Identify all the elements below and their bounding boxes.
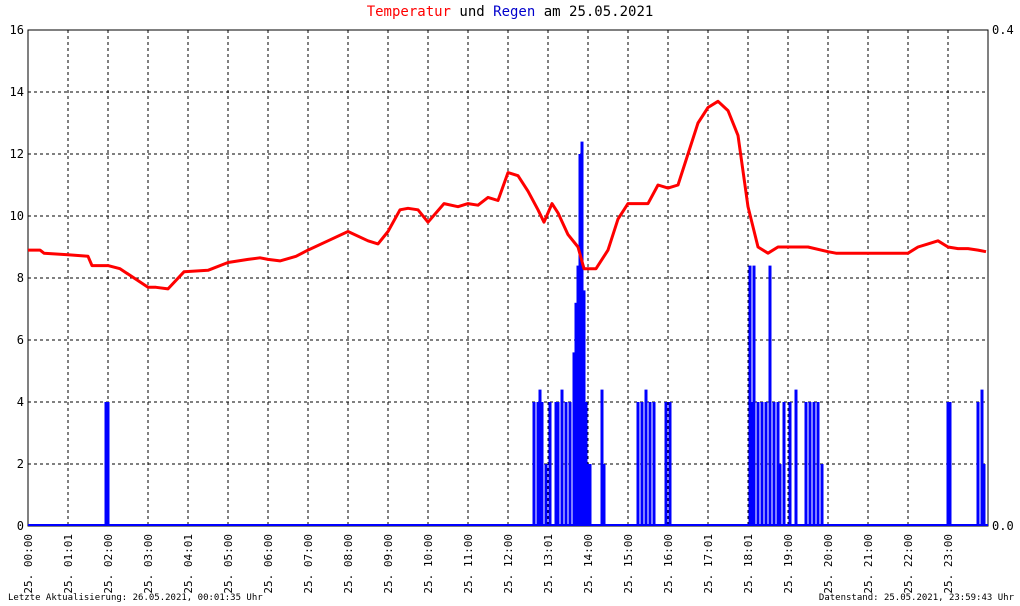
rain-bar: [776, 402, 780, 526]
rain-bar: [540, 402, 544, 526]
rain-bar: [538, 389, 542, 526]
rain-bar: [644, 389, 648, 526]
rain-bar: [750, 402, 754, 526]
rain-bar: [640, 402, 644, 526]
rain-bar: [564, 402, 568, 526]
x-tick-label: 25. 19:00: [782, 534, 795, 594]
rain-bar: [794, 389, 798, 526]
y-tick-label-right: 0.4: [992, 23, 1014, 37]
rain-bar: [772, 402, 776, 526]
rain-bar: [556, 402, 560, 526]
y-tick-label-left: 2: [17, 457, 24, 471]
x-tick-label: 25. 04:01: [182, 534, 195, 594]
x-tick-label: 25. 17:01: [702, 534, 715, 594]
rain-bar: [536, 402, 540, 526]
x-tick-label: 25. 08:00: [342, 534, 355, 594]
rain-bar: [664, 402, 668, 526]
rain-bar: [574, 302, 578, 526]
x-tick-label: 25. 13:01: [542, 534, 555, 594]
rain-bar: [548, 402, 552, 526]
rain-bar: [764, 402, 768, 526]
rain-bar: [788, 402, 792, 526]
title-regen: Regen: [493, 4, 536, 20]
x-tick-label: 25. 07:00: [302, 534, 315, 594]
rain-bar: [582, 290, 586, 526]
x-tick-label: 25. 20:00: [822, 534, 835, 594]
x-tick-label: 25. 14:00: [582, 534, 595, 594]
x-tick-label: 25. 11:00: [462, 534, 475, 594]
rain-bar: [568, 402, 572, 526]
x-tick-label: 25. 10:00: [422, 534, 435, 594]
y-tick-label-right: 0.0: [992, 519, 1014, 533]
rain-bar: [756, 402, 760, 526]
rain-bar: [576, 265, 580, 526]
y-tick-label-left: 10: [10, 209, 24, 223]
y-tick-label-left: 16: [10, 23, 24, 37]
rain-bar: [980, 389, 984, 526]
rain-bar: [602, 464, 606, 526]
x-tick-label: 25. 12:00: [502, 534, 515, 594]
rain-bar: [804, 402, 808, 526]
y-tick-label-left: 8: [17, 271, 24, 285]
rain-bar: [948, 402, 952, 526]
rain-bar: [586, 464, 590, 526]
footer-data-status: Datenstand: 25.05.2021, 23:59:43 Uhr: [818, 593, 1014, 603]
rain-bar: [812, 402, 816, 526]
x-tick-label: 25. 21:00: [862, 534, 875, 594]
x-tick-label: 25. 23:00: [942, 534, 955, 594]
y-tick-label-left: 0: [17, 519, 24, 533]
x-tick-label: 25. 18:01: [742, 534, 755, 594]
rain-bar: [648, 402, 652, 526]
x-tick-label: 25. 09:00: [382, 534, 395, 594]
rain-bar: [588, 464, 592, 526]
title-temperatur: Temperatur: [366, 4, 451, 20]
x-tick-label: 25. 22:00: [902, 534, 915, 594]
y-tick-label-left: 6: [17, 333, 24, 347]
chart-title: Temperatur und Regen am 25.05.2021: [0, 4, 1020, 20]
x-tick-label: 25. 00:00: [22, 534, 35, 594]
rain-bar: [104, 402, 108, 526]
rain-bar: [782, 402, 786, 526]
rain-bar: [572, 352, 576, 526]
temperature-line: [28, 99, 987, 291]
rain-bar: [778, 464, 782, 526]
title-date: am 25.05.2021: [535, 4, 654, 20]
rain-bar: [946, 402, 950, 526]
x-tick-label: 25. 03:00: [142, 534, 155, 594]
rain-bar: [560, 389, 564, 526]
y-tick-label-left: 4: [17, 395, 24, 409]
x-tick-label: 25. 05:00: [222, 534, 235, 594]
x-tick-label: 25. 06:00: [262, 534, 275, 594]
rain-bar: [976, 402, 980, 526]
y-tick-label-left: 12: [10, 147, 24, 161]
rain-bar: [580, 141, 584, 526]
rain-bar: [532, 402, 536, 526]
rain-bar: [808, 402, 812, 526]
rain-bar: [820, 464, 824, 526]
rain-bar: [768, 265, 772, 526]
rain-bar: [668, 402, 672, 526]
footer-last-update: Letzte Aktualisierung: 26.05.2021, 00:01…: [8, 593, 263, 603]
y-tick-label-left: 14: [10, 85, 24, 99]
rain-bar: [752, 265, 756, 526]
title-und: und: [450, 4, 494, 20]
rain-bar: [760, 402, 764, 526]
x-tick-label: 25. 01:01: [62, 534, 75, 594]
rain-bar: [600, 389, 604, 526]
rain-bar: [982, 464, 986, 526]
rain-bar: [748, 265, 752, 526]
x-tick-label: 25. 16:00: [662, 534, 675, 594]
x-tick-label: 25. 15:00: [622, 534, 635, 594]
rain-bar: [544, 464, 548, 526]
rain-bar: [578, 154, 582, 526]
rain-bar: [652, 402, 656, 526]
rain-bar: [816, 402, 820, 526]
rain-bar: [106, 402, 110, 526]
rain-bar: [636, 402, 640, 526]
rain-bar: [554, 402, 558, 526]
rain-bar: [584, 402, 588, 526]
x-tick-label: 25. 02:00: [102, 534, 115, 594]
